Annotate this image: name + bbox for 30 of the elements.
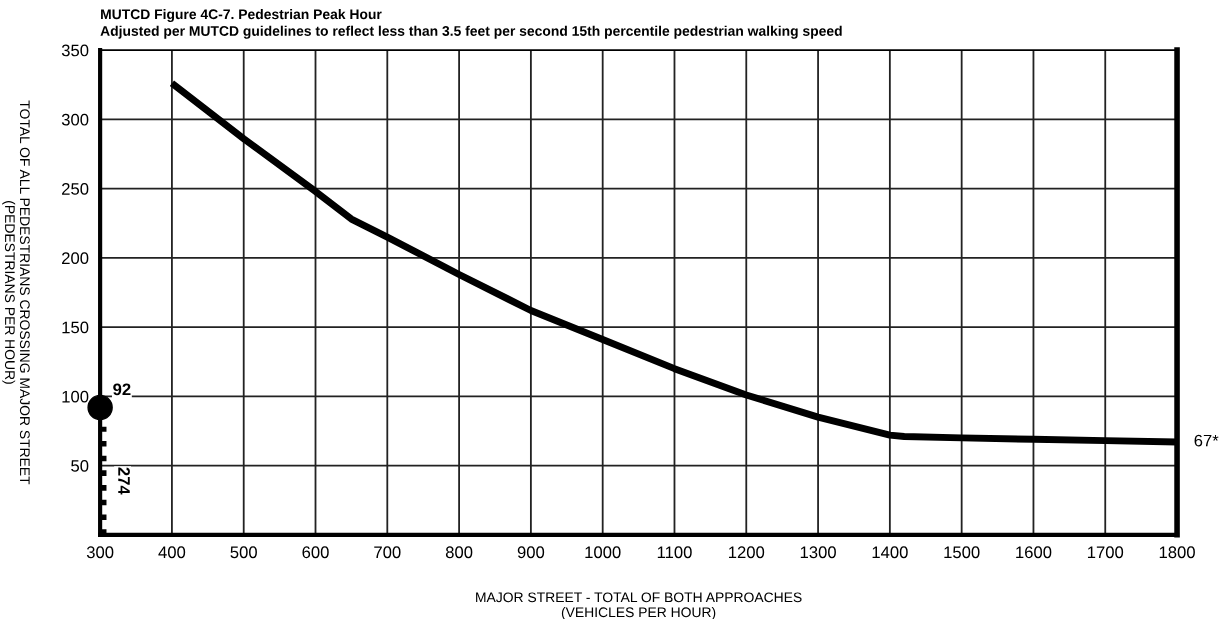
x-tick-label: 900 [517, 546, 545, 559]
x-tick-label: 1100 [657, 546, 692, 559]
x-axis-title: MAJOR STREET - TOTAL OF BOTH APPROACHES (VEHICLES PER HOUR) [476, 592, 802, 619]
y-tick-label: 300 [61, 113, 89, 126]
y-axis-title: TOTAL OF ALL PEDESTRIANS CROSSING MAJOR STREET (PEDESTRIANS PER HOUR) [2, 100, 30, 485]
chart-title: MUTCD Figure 4C-7. Pedestrian Peak Hour [101, 8, 382, 22]
x-tick-label: 700 [374, 546, 401, 559]
x-tick-label: 600 [302, 546, 329, 559]
x-tick-label: 1500 [944, 546, 980, 559]
x-tick-label: 1800 [1159, 546, 1195, 559]
y-tick-label: 200 [62, 252, 89, 265]
data-label: 67* [1194, 434, 1219, 447]
chart-subtitle: Adjusted per MUTCD guidelines to reflect less than 3.5 feet per second 15th percentile pedestrian walking speed [100, 25, 842, 39]
x-tick-label: 800 [445, 546, 473, 559]
y-tick-label: 100 [62, 390, 89, 403]
x-tick-label: 1700 [1087, 546, 1124, 559]
x-tick-label: 1200 [729, 546, 765, 559]
x-tick-label: 1400 [872, 546, 908, 559]
y-tick-label: 150 [62, 321, 89, 334]
y-tick-label: 50 [71, 459, 89, 472]
x-tick-label: 1600 [1016, 546, 1052, 559]
y-tick-label: 350 [61, 44, 89, 57]
data-label: 92 [113, 383, 131, 396]
x-tick-label: 400 [158, 546, 186, 559]
x-tick-label: 500 [230, 546, 257, 559]
x-tick-label: 300 [86, 546, 114, 559]
x-tick-label: 1300 [800, 546, 836, 559]
y-tick-label: 250 [62, 183, 89, 195]
text: 274 [118, 467, 130, 495]
x-tick-label: 1000 [585, 546, 621, 559]
